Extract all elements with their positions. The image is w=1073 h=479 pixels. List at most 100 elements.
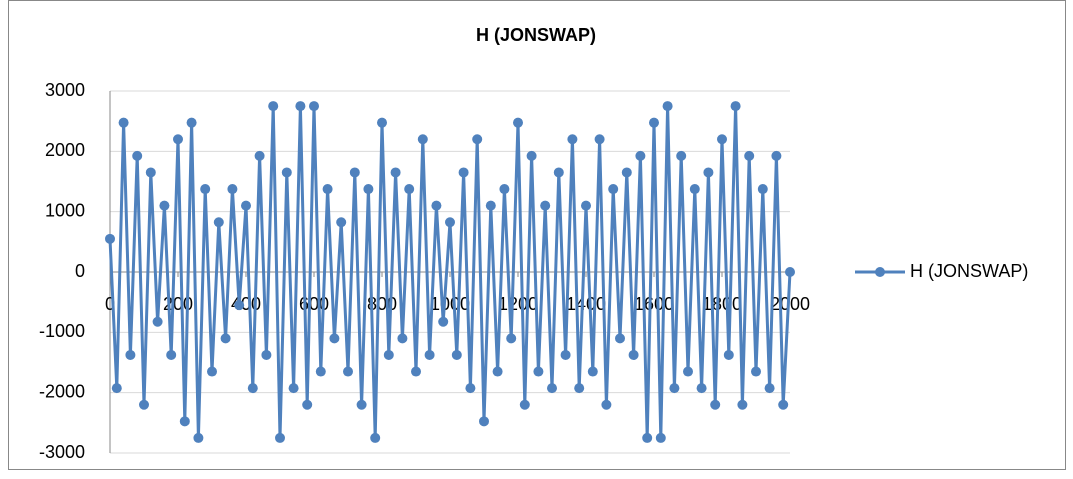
data-point [125,349,136,360]
data-point [703,167,714,178]
data-point [213,217,224,228]
data-point [689,184,700,195]
data-point [567,134,578,145]
data-point [390,167,401,178]
data-point [547,383,557,394]
data-point [526,150,537,161]
data-point [281,167,292,178]
data-point [608,184,619,195]
data-point [241,200,251,211]
data-point [615,333,625,344]
y-tick-label: -3000 [39,442,85,462]
data-point [309,101,319,112]
data-point [458,167,469,178]
data-point [785,267,795,277]
data-point [499,184,510,195]
data-point [363,184,374,195]
data-point [778,399,789,410]
data-point [696,383,707,394]
data-point [601,399,612,410]
data-point [771,150,782,161]
y-tick-label: 1000 [45,200,85,220]
data-point [315,366,326,377]
data-point [655,432,666,443]
chart-title: H (JONSWAP) [476,25,596,45]
data-point [404,184,415,195]
data-point [587,366,598,377]
data-point [683,366,693,377]
data-point [642,432,653,443]
data-point [472,134,483,145]
data-point [676,150,687,161]
data-point [506,333,517,344]
data-point [751,366,761,377]
x-tick-label: 1000 [430,294,470,314]
data-point [179,416,190,427]
data-point [383,349,394,360]
x-tick-label: 1200 [498,294,538,314]
data-point [621,167,632,178]
data-point [200,184,211,195]
data-point [737,399,748,410]
data-point [438,316,449,327]
y-tick-label: 0 [75,261,85,281]
data-point [465,383,476,394]
data-point [152,316,163,327]
data-point [356,399,367,410]
data-point [560,349,571,360]
x-tick-label: 0 [105,294,115,314]
data-point [730,101,741,112]
data-point [411,366,421,377]
x-tick-label: 1800 [702,294,742,314]
data-point [275,432,285,443]
data-point [485,200,496,211]
data-point [397,333,408,344]
legend-label: H (JONSWAP) [910,261,1028,281]
data-point [757,184,768,195]
data-point [451,349,462,360]
data-point [329,333,340,344]
data-point [431,200,442,211]
data-point [111,383,122,394]
data-point [519,399,530,410]
data-point [118,117,129,128]
data-point [744,150,755,161]
data-point [302,399,313,410]
data-point [628,349,639,360]
data-point [227,184,238,195]
data-point [343,366,353,377]
y-tick-label: 2000 [45,140,85,160]
data-point [322,184,333,195]
data-point [234,300,245,311]
data-point [145,167,156,178]
data-point [581,200,591,211]
data-point [254,150,265,161]
data-point [173,134,183,145]
data-point [717,134,727,145]
data-point [445,217,455,228]
data-point [662,101,673,112]
data-point [635,150,646,161]
data-point [295,101,306,112]
data-point [247,383,258,394]
data-point [207,366,217,377]
legend-marker [875,267,885,277]
data-point [764,383,775,394]
data-point [424,349,435,360]
y-tick-label: 3000 [45,80,85,100]
y-tick-label: -1000 [39,321,85,341]
data-point [594,134,605,145]
data-point [710,399,721,410]
data-point [268,101,279,112]
data-point [349,167,360,178]
data-point [513,117,523,128]
data-point [574,383,585,394]
data-point [649,117,659,128]
x-tick-label: 1400 [566,294,606,314]
data-point [540,200,551,211]
data-point [193,432,204,443]
data-point [105,233,115,244]
data-point [553,167,564,178]
data-point [533,366,544,377]
